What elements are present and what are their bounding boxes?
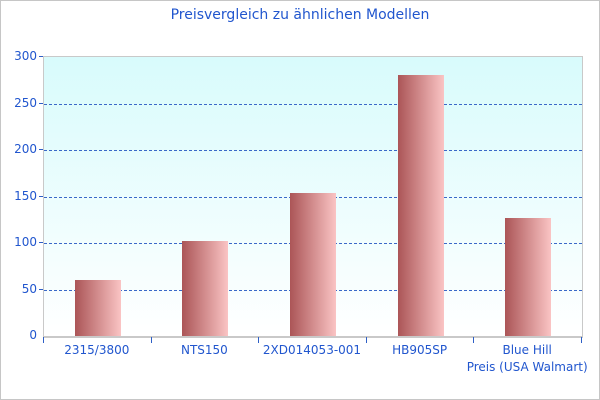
- x-axis-label-line: Preis (USA Walmart): [466, 360, 588, 374]
- x-axis-label-2XD014053-001: 2XD014053-001: [212, 342, 412, 359]
- y-axis-label-150: 150: [14, 188, 37, 203]
- y-axis-tick-250: [39, 102, 43, 104]
- y-axis-tick-50: [39, 288, 43, 290]
- x-axis-tick-2: [258, 337, 260, 343]
- bar-2315/3800: [74, 280, 121, 336]
- x-axis-tick-4: [473, 337, 475, 343]
- x-axis-label-line: Blue Hill: [502, 343, 552, 357]
- x-axis-label-line: NTS150: [180, 343, 228, 357]
- x-axis-tick-1: [150, 337, 152, 343]
- x-axis-tick-3: [365, 337, 367, 343]
- plot-area: [43, 56, 583, 338]
- y-axis-tick-300: [39, 56, 43, 57]
- y-axis-label-50: 50: [21, 281, 37, 296]
- x-axis-label-line: HB905SP: [392, 343, 448, 357]
- y-axis-label-250: 250: [14, 95, 37, 110]
- x-axis-label-2315/3800: 2315/3800: [1, 342, 197, 359]
- bar-Blue Hill: [505, 217, 552, 336]
- y-axis-tick-150: [39, 195, 43, 197]
- y-axis-label-100: 100: [14, 235, 37, 249]
- x-axis-label-line: 2XD014053-001: [262, 343, 362, 357]
- x-axis-label-HB905SP: HB905SP: [320, 342, 520, 359]
- bar-NTS150: [182, 241, 229, 336]
- y-axis-label-300: 300: [14, 49, 37, 63]
- bar-2XD014053-001: [290, 192, 336, 336]
- y-axis-label-200: 200: [14, 142, 37, 156]
- x-axis-tick-0: [43, 337, 44, 343]
- x-axis-label-Blue Hill: Blue Hill Preis (USA Walmart): [427, 342, 599, 376]
- x-axis-label-line: 2315/3800: [64, 343, 130, 357]
- y-axis-label-0: 0: [29, 328, 37, 342]
- y-axis-tick-100: [39, 242, 43, 243]
- x-axis-tick-5: [581, 337, 582, 343]
- gridline-y-200: [44, 150, 582, 151]
- chart-title: Preisvergleich zu ähnlichen Modellen: [170, 7, 430, 23]
- gridline-y-250: [44, 103, 582, 105]
- x-axis-label-NTS150: NTS150: [104, 342, 304, 359]
- y-axis-tick-200: [39, 149, 43, 150]
- bar-HB905SP: [397, 74, 444, 336]
